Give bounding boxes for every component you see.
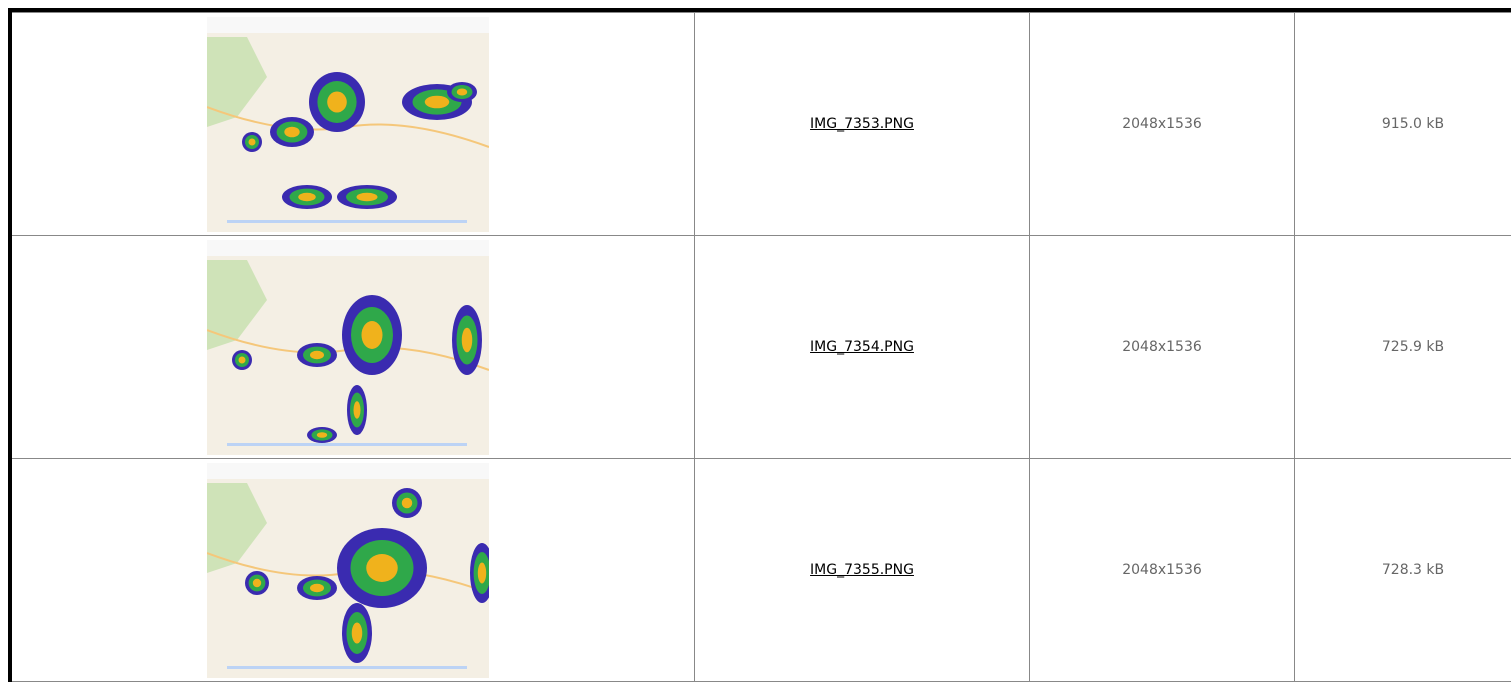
dimensions-cell: 2048x1536 [1030,459,1295,682]
map-slider [227,443,467,446]
map-top-bar [207,240,489,256]
radar-core [327,91,347,112]
file-link[interactable]: IMG_7355.PNG [810,562,914,578]
radar-core [362,321,383,349]
radar-core [462,327,473,352]
name-cell: IMG_7355.PNG [695,459,1030,682]
dimensions-cell: 2048x1536 [1030,236,1295,459]
radar-core [366,554,398,582]
dimensions-cell: 2048x1536 [1030,13,1295,236]
name-cell: IMG_7353.PNG [695,13,1030,236]
radar-core [352,622,363,643]
radar-core [253,578,261,586]
radar-core [310,350,324,358]
map-top-bar [207,463,489,479]
map-top-bar [207,17,489,33]
radar-core [354,401,361,419]
radar-core [425,95,450,108]
thumbnail[interactable] [207,17,489,232]
map-slider [227,220,467,223]
radar-core [239,356,246,363]
radar-core [457,88,468,95]
radar-core [478,562,486,583]
radar-core [249,138,256,145]
file-link[interactable]: IMG_7354.PNG [810,339,914,355]
size-cell: 725.9 kB [1295,236,1511,459]
thumbnail-cell [12,459,695,682]
file-link[interactable]: IMG_7353.PNG [810,116,914,132]
radar-core [310,583,324,591]
map-slider [227,666,467,669]
radar-core [284,126,299,137]
thumbnail[interactable] [207,463,489,678]
size-cell: 728.3 kB [1295,459,1511,682]
radar-core [357,192,378,200]
radar-core [298,192,316,200]
thumbnail[interactable] [207,240,489,455]
thumbnail-cell [12,13,695,236]
thumbnail-cell [12,236,695,459]
page: IMG_7353.PNG2048x1536915.0 kBIMG_7354.PN… [0,0,1511,682]
size-cell: 915.0 kB [1295,13,1511,236]
radar-core [402,497,413,508]
name-cell: IMG_7354.PNG [695,236,1030,459]
radar-core [317,432,328,438]
